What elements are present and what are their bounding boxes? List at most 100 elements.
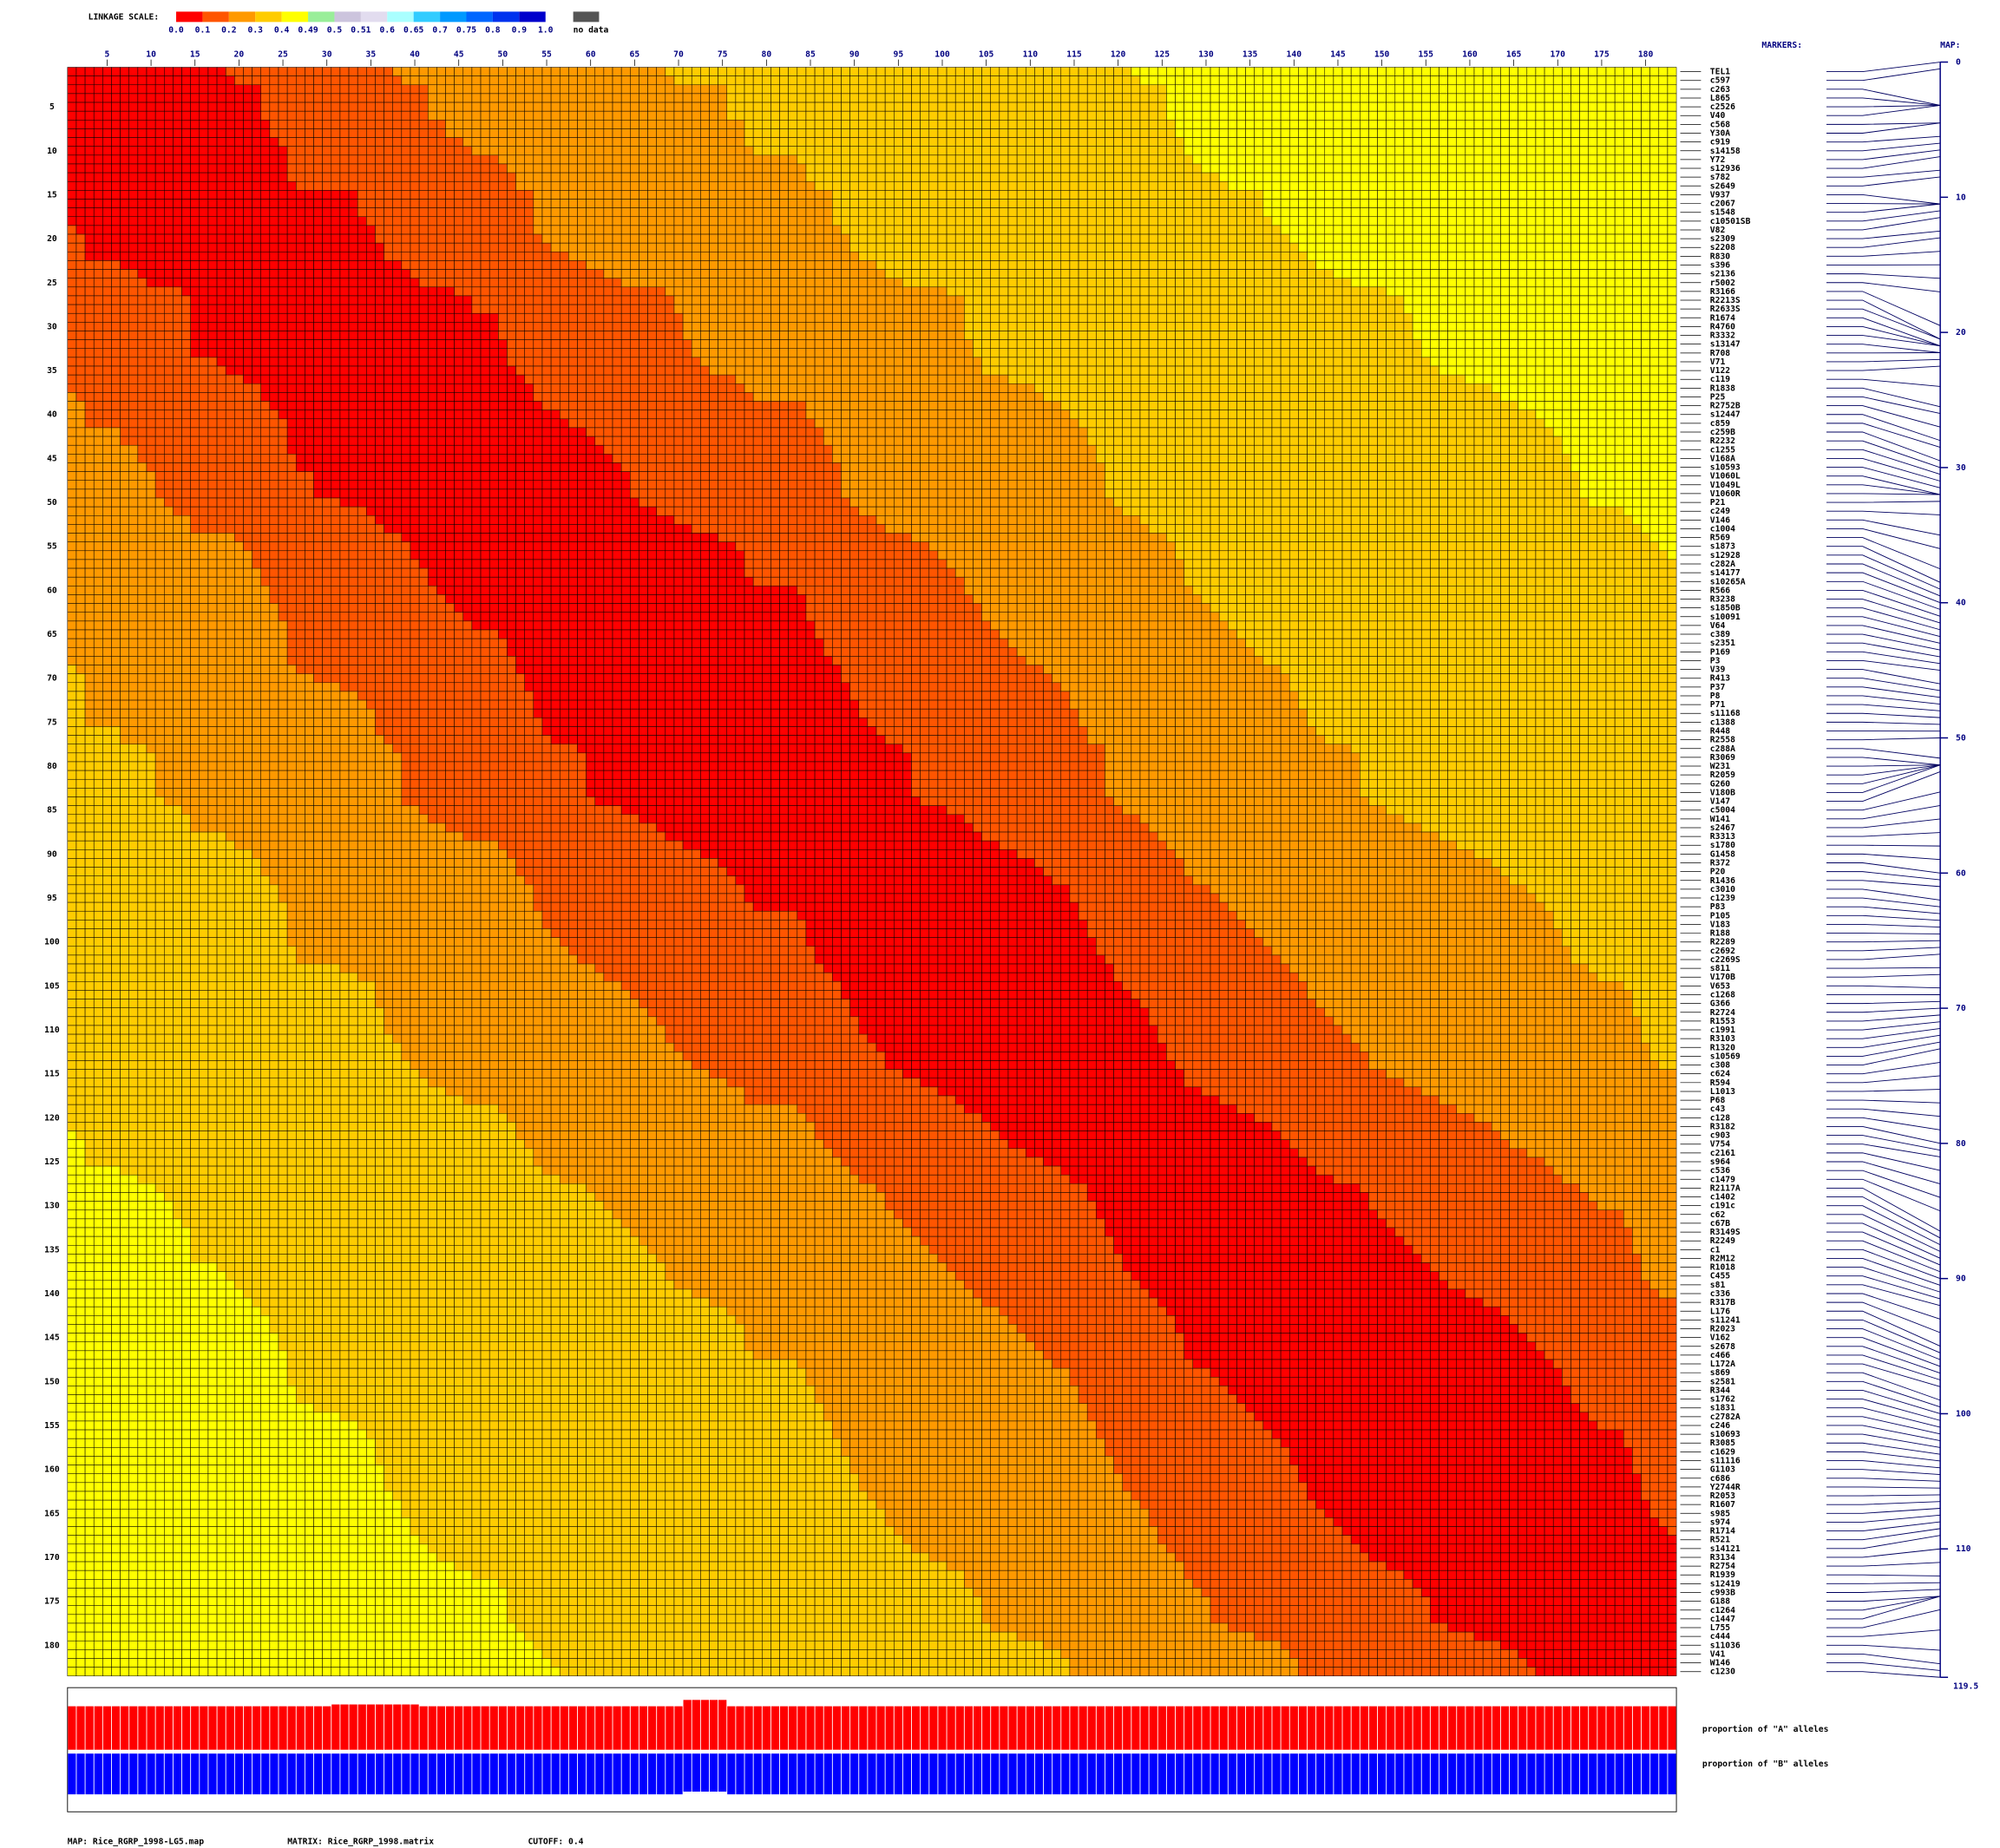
- linkage-cell: [718, 270, 727, 279]
- linkage-cell: [534, 111, 542, 120]
- linkage-cell: [1589, 138, 1597, 147]
- linkage-cell: [111, 120, 120, 128]
- linkage-cell: [296, 120, 305, 128]
- linkage-cell: [700, 252, 709, 260]
- linkage-cell: [982, 111, 991, 120]
- linkage-cell: [1492, 270, 1500, 279]
- linkage-cell: [1176, 76, 1184, 85]
- linkage-cell: [1000, 120, 1008, 128]
- linkage-cell: [226, 287, 234, 296]
- linkage-cell: [938, 128, 947, 137]
- linkage-cell: [102, 147, 111, 155]
- linkage-cell: [1236, 68, 1245, 76]
- linkage-cell: [832, 181, 841, 190]
- linkage-cell: [1360, 234, 1368, 243]
- linkage-cell: [1510, 173, 1518, 181]
- linkage-cell: [243, 164, 252, 173]
- linkage-cell: [666, 252, 674, 260]
- linkage-cell: [973, 120, 981, 128]
- linkage-cell: [613, 260, 621, 269]
- linkage-cell: [331, 252, 340, 260]
- linkage-cell: [1052, 181, 1061, 190]
- linkage-cell: [648, 173, 657, 181]
- linkage-cell: [516, 279, 525, 287]
- linkage-cell: [226, 173, 234, 181]
- linkage-cell: [1378, 270, 1387, 279]
- linkage-cell: [1518, 102, 1527, 111]
- linkage-cell: [1544, 120, 1553, 128]
- linkage-cell: [147, 208, 155, 217]
- linkage-cell: [1105, 279, 1113, 287]
- linkage-cell: [674, 76, 683, 85]
- linkage-cell: [1492, 155, 1500, 164]
- linkage-cell: [498, 102, 507, 111]
- linkage-cell: [349, 85, 357, 94]
- linkage-cell: [402, 164, 410, 173]
- linkage-cell: [1570, 102, 1579, 111]
- linkage-cell: [1510, 181, 1518, 190]
- linkage-cell: [1536, 102, 1544, 111]
- linkage-cell: [200, 68, 208, 76]
- linkage-cell: [1087, 190, 1096, 199]
- linkage-cell: [349, 155, 357, 164]
- linkage-cell: [1527, 147, 1536, 155]
- linkage-cell: [850, 270, 859, 279]
- linkage-cell: [305, 155, 313, 164]
- linkage-cell: [287, 181, 296, 190]
- linkage-cell: [1378, 252, 1387, 260]
- linkage-cell: [613, 76, 621, 85]
- linkage-cell: [331, 128, 340, 137]
- linkage-cell: [1544, 243, 1553, 252]
- linkage-cell: [859, 279, 868, 287]
- linkage-cell: [1668, 260, 1676, 269]
- linkage-cell: [1404, 111, 1413, 120]
- linkage-cell: [568, 234, 577, 243]
- linkage-cell: [1140, 173, 1149, 181]
- linkage-cell: [1255, 234, 1263, 243]
- linkage-cell: [1659, 120, 1668, 128]
- linkage-cell: [1316, 260, 1325, 269]
- linkage-cell: [1562, 260, 1570, 269]
- linkage-cell: [419, 128, 428, 137]
- linkage-cell: [789, 279, 797, 287]
- linkage-cell: [613, 128, 621, 137]
- linkage-cell: [534, 173, 542, 181]
- linkage-cell: [1008, 252, 1017, 260]
- linkage-cell: [753, 199, 762, 207]
- linkage-cell: [1589, 234, 1597, 243]
- linkage-cell: [1553, 128, 1562, 137]
- linkage-cell: [208, 155, 217, 164]
- linkage-cell: [1553, 164, 1562, 173]
- linkage-cell: [1668, 234, 1676, 243]
- linkage-cell: [1149, 199, 1157, 207]
- linkage-cell: [587, 243, 595, 252]
- linkage-cell: [912, 120, 921, 128]
- linkage-cell: [587, 138, 595, 147]
- linkage-cell: [700, 68, 709, 76]
- linkage-cell: [1378, 279, 1387, 287]
- scale-swatch: [493, 11, 519, 22]
- linkage-cell: [1044, 164, 1052, 173]
- linkage-cell: [806, 270, 815, 279]
- linkage-cell: [568, 85, 577, 94]
- linkage-cell: [261, 243, 270, 252]
- linkage-cell: [1421, 173, 1430, 181]
- linkage-cell: [1140, 111, 1149, 120]
- linkage-cell: [419, 252, 428, 260]
- linkage-cell: [436, 260, 445, 269]
- linkage-cell: [410, 252, 419, 260]
- linkage-cell: [1166, 138, 1175, 147]
- linkage-cell: [587, 102, 595, 111]
- linkage-cell: [1289, 155, 1298, 164]
- linkage-cell: [121, 147, 129, 155]
- linkage-cell: [1105, 260, 1113, 269]
- linkage-cell: [375, 164, 384, 173]
- linkage-cell: [1096, 243, 1105, 252]
- linkage-cell: [1553, 190, 1562, 199]
- linkage-cell: [789, 252, 797, 260]
- linkage-cell: [894, 94, 902, 102]
- linkage-cell: [287, 252, 296, 260]
- linkage-cell: [1623, 76, 1632, 85]
- linkage-cell: [973, 173, 981, 181]
- linkage-cell: [507, 68, 515, 76]
